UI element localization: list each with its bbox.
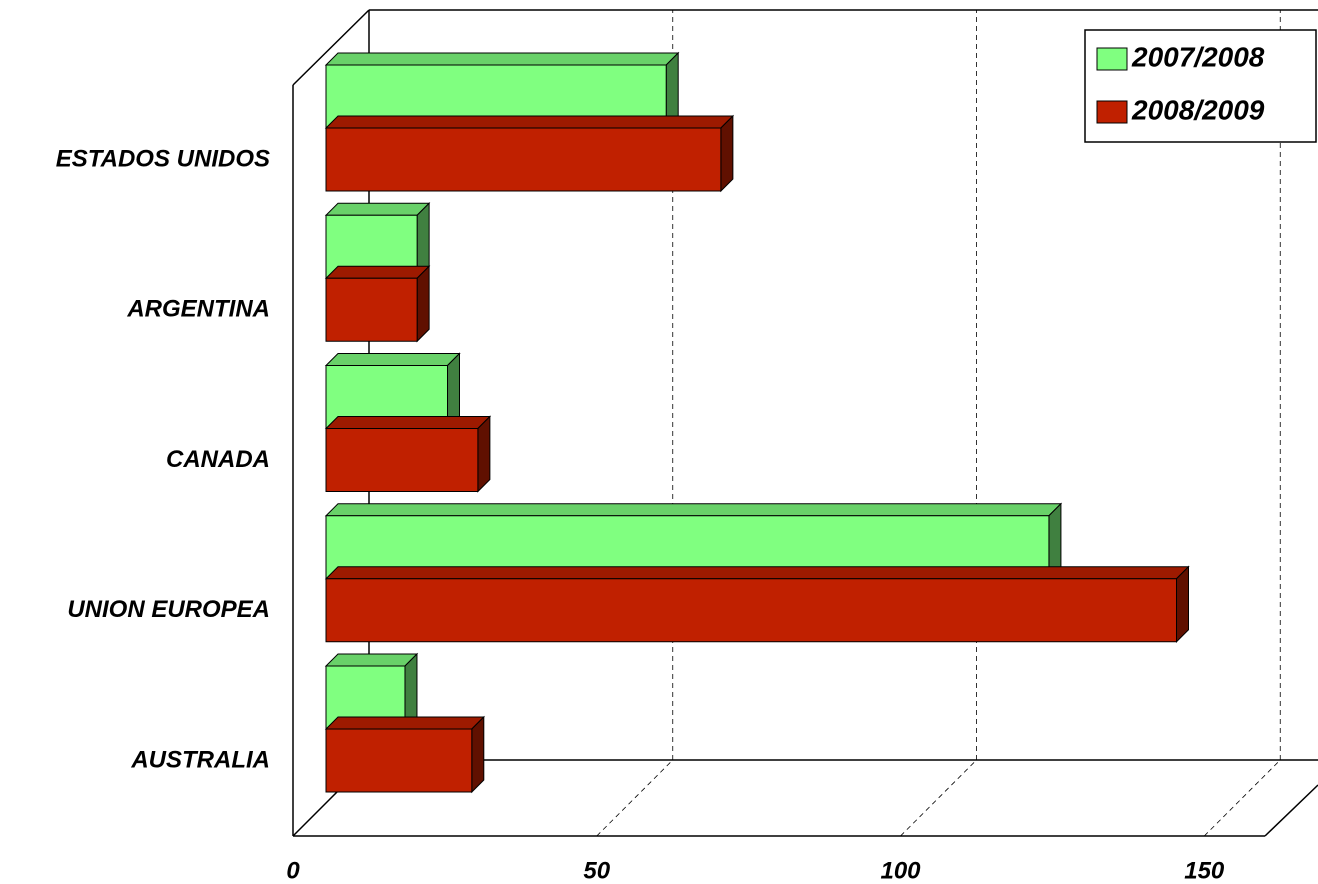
bar-top: [324, 503, 1063, 517]
legend-swatch: [1096, 47, 1128, 71]
x-tick-label: 100: [880, 857, 921, 884]
x-tick-label: 150: [1184, 857, 1225, 884]
legend-swatch: [1096, 100, 1128, 124]
bar-top: [324, 716, 486, 730]
bar-side: [1176, 565, 1189, 643]
bar-side: [477, 415, 491, 493]
grid-line: [596, 759, 674, 837]
bar: [325, 728, 473, 793]
legend-label: 2008/2009: [1131, 94, 1265, 125]
grid-line: [1203, 759, 1281, 837]
bar-top: [324, 653, 419, 667]
bar: [325, 428, 479, 492]
bar-top: [324, 265, 431, 279]
bar-side: [471, 715, 485, 794]
y-tick-label: CANADA: [166, 446, 270, 473]
bar-side: [720, 114, 734, 193]
bar-top: [324, 115, 735, 129]
y-tick-label: ARGENTINA: [126, 296, 270, 323]
x-tick-label: 0: [286, 857, 300, 884]
bar-top: [324, 353, 461, 366]
bar-side: [416, 265, 430, 343]
bar: [325, 127, 722, 192]
legend-label: 2007/2008: [1131, 41, 1265, 72]
bar-top: [324, 52, 680, 66]
bar-top: [324, 566, 1190, 580]
grid-line: [900, 759, 977, 837]
bar-top: [324, 202, 431, 216]
y-tick-label: UNION EUROPEA: [67, 596, 270, 623]
y-tick-label: ESTADOS UNIDOS: [56, 145, 270, 172]
bar: [325, 578, 1177, 643]
x-tick-label: 50: [583, 857, 610, 884]
y-tick-label: AUSTRALIA: [130, 746, 270, 773]
bar: [325, 277, 418, 342]
bar-top: [324, 416, 492, 429]
